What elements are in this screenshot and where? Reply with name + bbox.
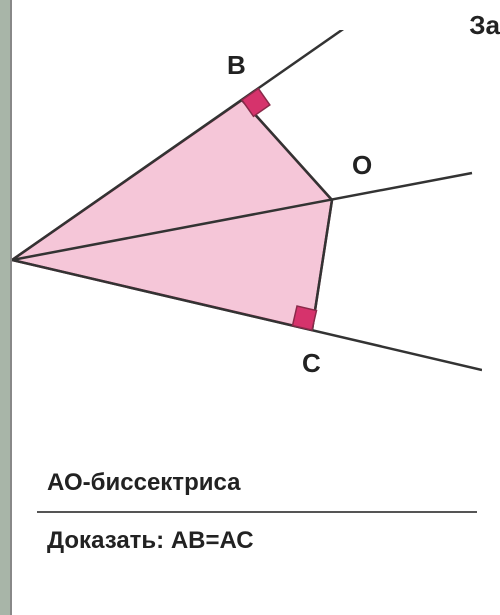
caption-prove: Доказать: АВ=АС	[37, 513, 477, 569]
label-b: B	[227, 50, 246, 81]
geometry-diagram: B O C	[12, 30, 482, 430]
caption-bisector: АО-биссектриса	[37, 455, 477, 513]
triangle-fill	[12, 100, 332, 330]
diagram-svg	[12, 30, 482, 430]
page-card: За B O C АО-биссектри	[10, 0, 500, 615]
right-angle-marker-c	[293, 306, 317, 330]
caption-box: АО-биссектриса Доказать: АВ=АС	[37, 455, 477, 569]
label-c: C	[302, 348, 321, 379]
label-o: O	[352, 150, 372, 181]
